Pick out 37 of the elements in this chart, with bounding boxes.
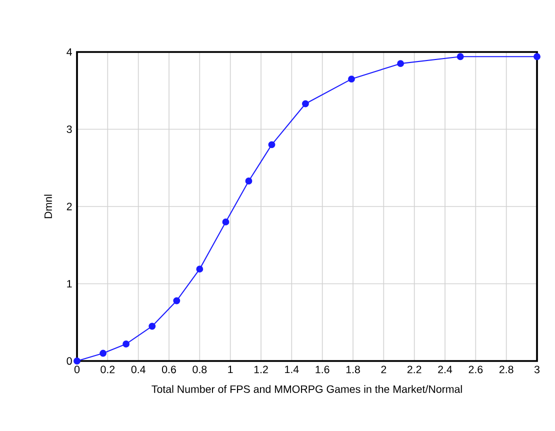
x-tick-label: 2.6	[468, 366, 483, 374]
point	[302, 100, 309, 108]
x-tick-label: 2.8	[499, 366, 514, 374]
x-tick-label: 1.8	[346, 366, 360, 374]
x-tick-label: 2.2	[407, 366, 422, 374]
x-tick-label: 1.2	[254, 366, 268, 374]
point	[222, 218, 230, 226]
x-tick-label: 1	[228, 366, 233, 374]
point	[122, 340, 130, 348]
x-tick-label: 2.4	[438, 366, 452, 374]
point	[348, 76, 355, 83]
point	[173, 297, 180, 304]
y-tick-label: 2	[66, 202, 72, 210]
x-tick-label: 0.4	[131, 366, 146, 374]
point	[196, 266, 204, 273]
point	[268, 141, 276, 148]
y-tick-label: 3	[66, 125, 72, 134]
point	[74, 358, 80, 364]
point	[245, 178, 252, 184]
y-axis-title: Dmnl	[44, 194, 52, 218]
point	[148, 322, 156, 330]
y-tick-label: 1	[67, 280, 72, 288]
y-tick-label: 0	[66, 357, 72, 365]
x-tick-label: 0.8	[192, 366, 207, 374]
x-tick-label: 1.4	[285, 366, 299, 374]
x-tick-label: 1.6	[316, 366, 330, 374]
point	[456, 53, 464, 60]
x-tick-label: 0.6	[162, 366, 176, 374]
x-tick-label: 2	[381, 366, 386, 374]
y-tick-label: 4	[66, 48, 72, 56]
point	[100, 350, 107, 357]
x-tick-label: 0	[74, 366, 80, 374]
x-tick-label: 0.2	[100, 366, 115, 374]
x-tick-label: 3	[534, 366, 540, 374]
x-axis-title: Total Number of FPS and MMORPG Games in the Market/Normal	[152, 385, 462, 393]
point	[534, 53, 540, 60]
point	[397, 60, 404, 68]
